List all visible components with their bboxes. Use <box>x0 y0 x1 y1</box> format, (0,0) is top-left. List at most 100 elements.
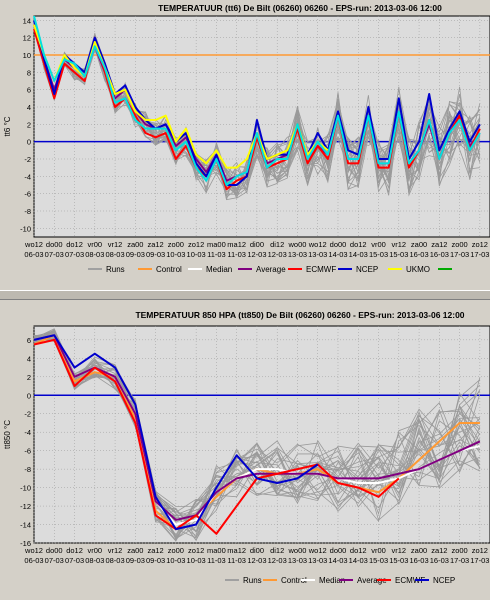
x-tick-label-top: wo12 <box>308 240 327 249</box>
x-tick-label-top: ma00 <box>207 546 226 555</box>
x-tick-label-bottom: 06-03 <box>24 556 43 565</box>
x-tick-label-top: wo12 <box>24 546 43 555</box>
series-extra <box>33 15 481 186</box>
x-tick-label-top: vr12 <box>392 240 407 249</box>
y-tick-label: -4 <box>24 172 31 181</box>
x-tick-label-top: wo00 <box>287 546 306 555</box>
x-tick-label-top: do00 <box>330 240 347 249</box>
x-tick-label-top: vr12 <box>392 546 407 555</box>
legend-label: Median <box>206 265 232 274</box>
x-tick-label-bottom: 07-03 <box>65 556 84 565</box>
x-tick-label-bottom: 17-03 <box>450 250 469 259</box>
plot-area <box>33 325 490 544</box>
legend-label: Control <box>156 265 182 274</box>
y-tick-label: -2 <box>24 410 31 419</box>
x-tick-label-bottom: 10-03 <box>187 250 206 259</box>
x-tick-label-top: zo12 <box>188 546 204 555</box>
x-tick-label-bottom: 13-03 <box>308 250 327 259</box>
legend-label: UKMO <box>406 265 430 274</box>
x-tick-label-bottom: 15-03 <box>389 250 408 259</box>
x-tick-label-bottom: 10-03 <box>166 250 185 259</box>
x-tick-label-bottom: 11-03 <box>227 250 246 259</box>
x-tick-label-bottom: 13-03 <box>288 250 307 259</box>
x-tick-label-top: vr00 <box>371 240 386 249</box>
y-tick-label: -4 <box>24 428 31 437</box>
x-tick-label-top: do12 <box>66 546 83 555</box>
x-tick-label-bottom: 12-03 <box>268 250 287 259</box>
x-tick-label-bottom: 16-03 <box>409 556 428 565</box>
x-tick-label-bottom: 08-03 <box>85 250 104 259</box>
x-tick-label-bottom: 16-03 <box>409 250 428 259</box>
x-tick-label-top: ma12 <box>227 546 246 555</box>
y-tick-label: -8 <box>24 465 31 474</box>
legend-label: Average <box>256 265 286 274</box>
x-tick-label-top: di00 <box>250 546 264 555</box>
y-tick-label: -12 <box>20 502 31 511</box>
legend-label: ECMWF <box>395 576 425 585</box>
x-tick-label-top: zo00 <box>168 546 184 555</box>
x-tick-label-bottom: 16-03 <box>430 556 449 565</box>
x-tick-label-top: ma00 <box>207 240 226 249</box>
x-tick-label-bottom: 14-03 <box>349 250 368 259</box>
y-tick-label: -2 <box>24 155 31 164</box>
x-tick-label-bottom: 06-03 <box>24 250 43 259</box>
tt850-chart: TEMPERATUUR 850 HPA (tt850) De Bilt (062… <box>3 310 490 585</box>
y-tick-label: -16 <box>20 539 31 548</box>
x-tick-label-top: do12 <box>350 240 367 249</box>
legend-label: Median <box>319 576 345 585</box>
x-tick-label-top: do12 <box>350 546 367 555</box>
legend-label: NCEP <box>433 576 455 585</box>
y-tick-label: 6 <box>27 86 31 95</box>
x-tick-label-top: ma12 <box>227 240 246 249</box>
y-tick-label: 4 <box>27 103 31 112</box>
x-tick-label-top: wo12 <box>24 240 43 249</box>
x-tick-label-bottom: 10-03 <box>187 556 206 565</box>
x-tick-label-bottom: 17-03 <box>470 556 489 565</box>
x-tick-label-bottom: 15-03 <box>369 250 388 259</box>
legend-label: Runs <box>243 576 262 585</box>
x-tick-label-bottom: 11-03 <box>207 250 226 259</box>
panel-divider[interactable] <box>0 290 490 300</box>
x-tick-label-bottom: 17-03 <box>450 556 469 565</box>
tt850-chart-panel: TEMPERATUUR 850 HPA (tt850) De Bilt (062… <box>0 300 490 600</box>
y-tick-label: -14 <box>20 521 31 530</box>
x-tick-label-top: zo12 <box>472 240 488 249</box>
x-tick-label-top: di00 <box>250 240 264 249</box>
x-tick-label-bottom: 11-03 <box>207 556 226 565</box>
x-tick-label-bottom: 15-03 <box>369 556 388 565</box>
x-tick-label-top: do12 <box>66 240 83 249</box>
series-ecmwf <box>33 338 400 535</box>
x-tick-label-top: vr00 <box>88 546 103 555</box>
x-tick-label-bottom: 13-03 <box>308 556 327 565</box>
x-tick-label-top: vr12 <box>108 240 123 249</box>
x-tick-label-top: di12 <box>270 240 284 249</box>
x-tick-label-top: za12 <box>431 240 447 249</box>
x-tick-label-bottom: 10-03 <box>166 556 185 565</box>
x-tick-label-bottom: 07-03 <box>45 556 64 565</box>
y-tick-label: 8 <box>27 68 31 77</box>
x-tick-label-top: za00 <box>127 546 143 555</box>
x-tick-label-bottom: 07-03 <box>45 250 64 259</box>
x-tick-label-bottom: 07-03 <box>65 250 84 259</box>
y-tick-label: -10 <box>20 484 31 493</box>
y-tick-label: 14 <box>23 16 31 25</box>
chart-title: TEMPERATUUR (tt6) De Bilt (06260) 06260 … <box>158 3 442 13</box>
y-tick-label: 10 <box>23 51 31 60</box>
tt6-chart-panel: TEMPERATUUR (tt6) De Bilt (06260) 06260 … <box>0 0 490 290</box>
legend-label: NCEP <box>356 265 378 274</box>
x-tick-label-top: vr00 <box>371 546 386 555</box>
x-tick-label-top: za00 <box>411 546 427 555</box>
y-axis-label: tt6 °C <box>3 116 12 136</box>
series-ncep <box>33 20 481 186</box>
x-tick-label-top: zo00 <box>451 546 467 555</box>
x-tick-label-bottom: 13-03 <box>288 556 307 565</box>
x-tick-label-bottom: 14-03 <box>328 556 347 565</box>
x-tick-label-bottom: 17-03 <box>470 250 489 259</box>
x-tick-label-bottom: 14-03 <box>328 250 347 259</box>
legend-label: Control <box>281 576 307 585</box>
x-tick-label-top: za00 <box>411 240 427 249</box>
x-tick-label-top: do00 <box>46 240 63 249</box>
legend-label: Average <box>357 576 387 585</box>
x-tick-label-top: za00 <box>127 240 143 249</box>
y-tick-label: -10 <box>20 224 31 233</box>
